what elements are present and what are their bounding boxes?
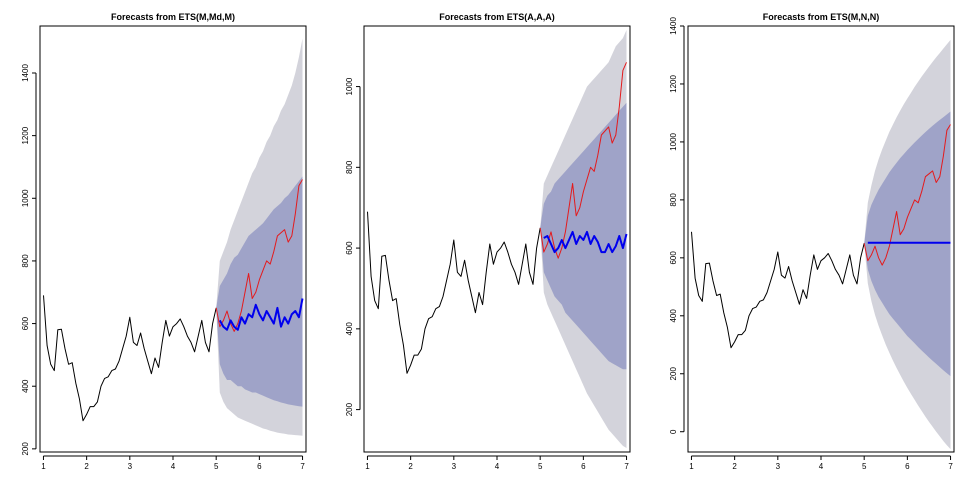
history-series-line bbox=[367, 211, 541, 374]
chart-title: Forecasts from ETS(M,Md,M) bbox=[111, 12, 235, 22]
plot-frame bbox=[39, 25, 307, 453]
y-tick-label: 800 bbox=[345, 160, 354, 174]
y-tick-label: 800 bbox=[669, 193, 678, 207]
history-series-line bbox=[43, 295, 217, 422]
y-tick-label: 600 bbox=[669, 251, 678, 265]
x-tick-label: 1 bbox=[365, 462, 370, 471]
y-tick-label: 1200 bbox=[669, 75, 678, 93]
y-tick-label: 1200 bbox=[21, 126, 30, 144]
actual-series-line bbox=[863, 124, 951, 266]
y-tick-label: 400 bbox=[345, 322, 354, 336]
x-tick-label: 4 bbox=[171, 462, 176, 471]
plot-area bbox=[43, 38, 304, 436]
x-tick-label: 7 bbox=[948, 462, 953, 471]
y-tick-label: 600 bbox=[345, 241, 354, 255]
plot-frame bbox=[363, 25, 631, 453]
actual-series-line bbox=[539, 62, 627, 259]
prediction-interval-80 bbox=[540, 102, 627, 370]
x-tick-label: 6 bbox=[257, 462, 262, 471]
y-tick-label: 1000 bbox=[669, 132, 678, 150]
x-tick-label: 5 bbox=[214, 462, 219, 471]
y-tick-label: 1000 bbox=[345, 77, 354, 95]
x-tick-label: 1 bbox=[689, 462, 694, 471]
x-tick-label: 7 bbox=[624, 462, 629, 471]
forecast-mean-line bbox=[543, 230, 628, 254]
y-tick-label: 1400 bbox=[21, 64, 30, 82]
x-tick-label: 5 bbox=[862, 462, 867, 471]
y-tick-label: 800 bbox=[21, 254, 30, 268]
x-tick-label: 6 bbox=[905, 462, 910, 471]
prediction-interval-80 bbox=[216, 176, 303, 407]
chart-panel-1: Forecasts from ETS(M,Md,M) 1 2 3 4 5 6 7 200 400 6… bbox=[21, 12, 307, 471]
x-tick-label: 2 bbox=[732, 462, 737, 471]
y-tick-label: 1000 bbox=[21, 189, 30, 207]
y-tick-label: 200 bbox=[345, 402, 354, 416]
x-tick-label: 1 bbox=[41, 462, 46, 471]
x-tick-label: 4 bbox=[495, 462, 500, 471]
y-tick-label: 400 bbox=[21, 379, 30, 393]
chart-title: Forecasts from ETS(M,N,N) bbox=[763, 12, 880, 22]
history-series-line bbox=[691, 231, 865, 349]
x-tick-label: 6 bbox=[581, 462, 586, 471]
y-tick-label: 400 bbox=[669, 309, 678, 323]
x-tick-label: 7 bbox=[300, 462, 305, 471]
x-tick-label: 2 bbox=[84, 462, 89, 471]
plot-area bbox=[691, 39, 951, 450]
x-tick-label: 5 bbox=[538, 462, 543, 471]
y-tick-label: 600 bbox=[21, 316, 30, 330]
y-tick-label: 1400 bbox=[669, 17, 678, 35]
actual-series-line bbox=[215, 179, 303, 332]
x-tick-label: 3 bbox=[776, 462, 781, 471]
x-tick-label: 3 bbox=[128, 462, 133, 471]
x-tick-label: 2 bbox=[408, 462, 413, 471]
y-tick-label: 0 bbox=[669, 429, 678, 434]
x-tick-label: 3 bbox=[452, 462, 457, 471]
chart-panel-2: Forecasts from ETS(A,A,A) 1 2 3 4 5 6 7 200 400 60… bbox=[345, 12, 631, 471]
plot-frame bbox=[687, 25, 955, 453]
y-tick-label: 200 bbox=[21, 442, 30, 456]
forecast-mean-line bbox=[218, 298, 304, 331]
y-tick-label: 200 bbox=[669, 367, 678, 381]
plot-area bbox=[367, 30, 628, 448]
chart-title: Forecasts from ETS(A,A,A) bbox=[439, 12, 555, 22]
chart-panel-3: Forecasts from ETS(M,N,N) 1 2 3 4 5 6 7 0 200 400 6… bbox=[669, 12, 955, 471]
x-tick-label: 4 bbox=[819, 462, 824, 471]
